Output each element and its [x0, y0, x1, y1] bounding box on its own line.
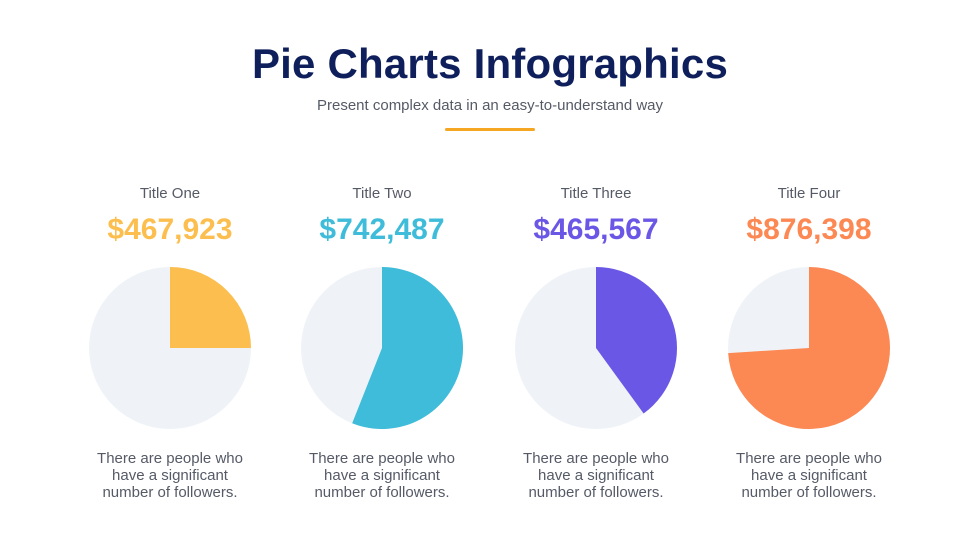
page-subtitle: Present complex data in an easy-to-under…: [316, 97, 664, 114]
pie-slice: [352, 267, 464, 429]
pie-card-1: Title One $467,923 There are people who …: [70, 184, 270, 501]
pie-chart-4: [728, 267, 890, 429]
title-underline: [445, 128, 535, 131]
card-description: There are people who have a significant …: [736, 450, 882, 501]
pie-card-2: Title Two $742,487 There are people who …: [282, 184, 482, 501]
pie-slice: [170, 267, 251, 348]
card-description: There are people who have a significant …: [97, 450, 243, 501]
pie-slice: [728, 267, 890, 429]
card-amount: $742,487: [319, 213, 445, 246]
pie-chart-2: [301, 267, 464, 429]
card-amount: $467,923: [107, 213, 233, 246]
pie-card-3: Title Three $465,567 There are people wh…: [496, 184, 696, 501]
pie-chart-3: [515, 267, 677, 429]
card-amount: $876,398: [746, 213, 872, 246]
card-title: Title Two: [352, 185, 412, 202]
card-title: Title Four: [777, 185, 841, 202]
pie-slice: [596, 267, 677, 414]
pie-card-4: Title Four $876,398 There are people who…: [709, 184, 909, 501]
pie-chart-1: [89, 267, 251, 429]
card-description: There are people who have a significant …: [309, 450, 455, 501]
card-title: Title One: [139, 185, 201, 202]
card-amount: $465,567: [533, 213, 659, 246]
card-title: Title Three: [560, 185, 632, 202]
card-description: There are people who have a significant …: [523, 450, 669, 501]
page-title: Pie Charts Infographics: [251, 40, 729, 87]
